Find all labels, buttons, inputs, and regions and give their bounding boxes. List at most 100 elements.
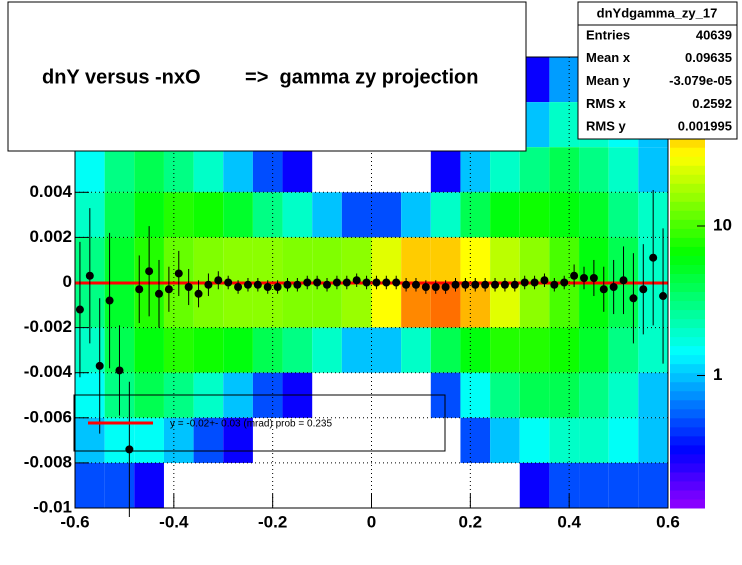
stats-value: -3.079e-05: [669, 73, 732, 88]
stats-label: Entries: [586, 27, 630, 42]
color-bar-step: [670, 336, 705, 347]
heat-cell: [579, 147, 609, 193]
color-bar-step: [670, 345, 705, 356]
heat-cell: [430, 147, 461, 193]
profile-point: [273, 283, 282, 292]
heat-cell: [430, 192, 461, 238]
profile-point: [145, 267, 154, 276]
heat-cell: [460, 417, 491, 463]
color-bar-step: [670, 309, 705, 320]
heat-cell: [519, 372, 550, 418]
heat-cell: [460, 327, 491, 373]
color-bar-step: [670, 372, 705, 383]
stats-label: Mean y: [586, 73, 631, 88]
color-bar-step: [670, 381, 705, 392]
heat-cell: [163, 192, 194, 238]
heat-cell: [134, 462, 164, 508]
y-tick-label: -0.004: [24, 362, 73, 381]
profile-point: [530, 278, 539, 287]
heat-cell: [252, 327, 283, 373]
profile-point: [471, 280, 480, 289]
heat-cell: [75, 462, 105, 508]
color-bar-step: [670, 489, 705, 500]
profile-point: [570, 271, 579, 280]
profile-point: [204, 280, 213, 289]
profile-point: [85, 271, 94, 280]
profile-point: [500, 280, 509, 289]
profile-point: [579, 273, 588, 282]
profile-point: [164, 285, 173, 294]
heat-cell: [549, 327, 580, 373]
heat-cell: [104, 192, 135, 238]
stats-value: 0.001995: [678, 119, 732, 134]
profile-point: [253, 280, 262, 289]
heat-cell: [163, 147, 194, 193]
heat-cell: [638, 462, 668, 508]
heat-cell: [252, 147, 283, 193]
stats-value: 40639: [696, 27, 732, 42]
profile-point: [372, 278, 381, 287]
profile-point: [303, 278, 312, 287]
profile-point: [224, 278, 233, 287]
profile-point: [510, 280, 519, 289]
color-bar-step: [670, 417, 705, 428]
heat-cell: [579, 327, 609, 373]
profile-point: [214, 276, 223, 285]
color-bar-step: [670, 462, 705, 473]
heat-cell: [460, 192, 491, 238]
profile-point: [382, 278, 391, 287]
heat-cell: [519, 417, 550, 463]
heat-cell: [252, 192, 283, 238]
heat-cell: [134, 327, 164, 373]
legend-box: [73, 394, 446, 452]
color-bar-step: [670, 210, 705, 220]
stats-label: RMS x: [586, 96, 627, 111]
profile-point: [461, 280, 470, 289]
heat-cell: [490, 237, 520, 283]
color-bar-step: [670, 291, 705, 302]
color-bar-step: [670, 408, 705, 419]
x-tick-label: -0.4: [159, 512, 189, 531]
stats-label: RMS y: [586, 119, 627, 134]
heat-cell: [519, 462, 550, 508]
color-bar-step: [670, 318, 705, 329]
heat-cell: [549, 192, 580, 238]
heat-cell: [371, 237, 402, 283]
profile-point: [659, 292, 668, 301]
heat-cell: [282, 327, 313, 373]
profile-point: [174, 269, 183, 278]
heat-cell: [608, 462, 639, 508]
heat-cell: [104, 147, 135, 193]
heat-cell: [371, 327, 402, 373]
heat-cell: [519, 282, 550, 328]
profile-point: [313, 278, 322, 287]
color-bar-step: [670, 147, 705, 157]
heat-cell: [312, 327, 342, 373]
legend-text: y = -0.02+- 0.03 (mrad) prob = 0.235: [170, 419, 332, 430]
heat-cell: [519, 327, 550, 373]
color-bar-step: [670, 156, 705, 166]
profile-point: [194, 289, 203, 298]
color-bar-step: [670, 480, 705, 491]
profile-point: [619, 276, 628, 285]
profile-point: [609, 283, 618, 292]
title-box: [7, 1, 527, 152]
heat-cell: [638, 147, 668, 193]
color-bar-step: [670, 264, 705, 274]
profile-point: [283, 280, 292, 289]
profile-point: [481, 280, 490, 289]
x-tick-label: 0: [367, 512, 376, 531]
heat-cell: [223, 417, 253, 463]
color-bar-step: [670, 201, 705, 211]
profile-point: [263, 283, 272, 292]
heat-cell: [282, 192, 313, 238]
heat-cell: [430, 327, 461, 373]
profile-point: [451, 280, 460, 289]
heat-cell: [549, 147, 580, 193]
heat-cell: [371, 282, 402, 328]
color-bar-step: [670, 471, 705, 482]
profile-point: [421, 283, 430, 292]
heat-cell: [460, 237, 491, 283]
heat-cell: [490, 327, 520, 373]
x-tick-label: -0.6: [60, 512, 89, 531]
